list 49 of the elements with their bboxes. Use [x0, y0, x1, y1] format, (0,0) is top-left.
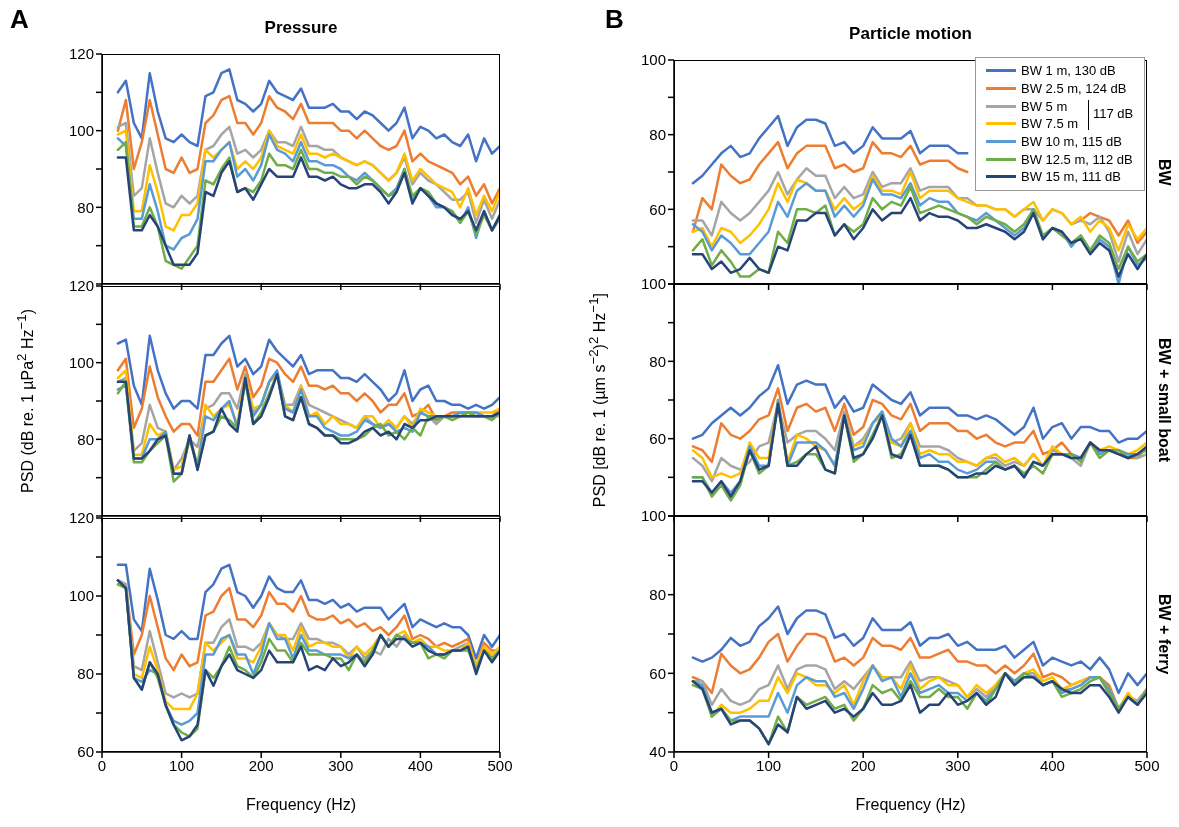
y-tick-label: 100	[68, 121, 94, 139]
y-tick-label: 40	[649, 743, 666, 761]
y-tick-label: 80	[649, 125, 666, 143]
y-tick-label: 80	[649, 352, 666, 370]
chart-title: Particle motion	[848, 24, 973, 44]
x-tick-label: 100	[169, 756, 195, 774]
text: BW + small boat	[1155, 337, 1173, 463]
x-tick-label: 400	[407, 756, 433, 774]
y-tick-label: 80	[77, 198, 94, 216]
x-tick-label: 0	[669, 756, 679, 774]
y-tick-label: 120	[68, 45, 94, 63]
y-tick-label: 80	[77, 665, 94, 683]
annotation: 117 dB	[1093, 106, 1134, 122]
x-tick-label: 200	[850, 756, 876, 774]
text: B	[605, 4, 624, 35]
legend-label: BW 10 m, 115 dB	[1021, 134, 1122, 150]
y-tick-label: 100	[640, 275, 666, 293]
legend-label: BW 7.5 m	[1021, 116, 1079, 132]
text: BW	[1155, 158, 1173, 186]
y-tick-label: 60	[77, 743, 94, 761]
x-tick-label: 100	[756, 756, 782, 774]
y-tick-label: 100	[68, 587, 94, 605]
x-tick-label: 0	[97, 756, 107, 774]
text: BW + ferry	[1155, 593, 1173, 675]
legend-label: BW 1 m, 130 dB	[1021, 63, 1116, 79]
x-tick-label: 200	[248, 756, 274, 774]
legend-label: BW 5 m	[1021, 98, 1068, 114]
y-tick-label: 100	[640, 507, 666, 525]
y-tick-label: 120	[68, 509, 94, 527]
chart-title: Pressure	[263, 18, 339, 38]
legend-label: BW 15 m, 111 dB	[1021, 169, 1121, 185]
legend-label: BW 2.5 m, 124 dB	[1021, 81, 1127, 97]
x-tick-label: 300	[945, 756, 971, 774]
x-tick-label: 500	[1134, 756, 1160, 774]
y-tick-label: 80	[649, 585, 666, 603]
legend-label: BW 12.5 m, 112 dB	[1021, 151, 1133, 167]
y-tick-label: 100	[68, 353, 94, 371]
x-axis-title: Frequency (Hz)	[855, 796, 966, 813]
y-tick-label: 100	[640, 51, 666, 69]
x-tick-label: 500	[487, 756, 513, 774]
x-tick-label: 300	[328, 756, 354, 774]
text: A	[10, 4, 29, 35]
y-tick-label: 80	[77, 430, 94, 448]
y-tick-label: 60	[649, 664, 666, 682]
x-axis-title: Frequency (Hz)	[245, 796, 357, 813]
y-tick-label: 60	[649, 200, 666, 218]
y-tick-label: 120	[68, 277, 94, 295]
x-tick-label: 400	[1039, 756, 1065, 774]
y-tick-label: 60	[649, 429, 666, 447]
